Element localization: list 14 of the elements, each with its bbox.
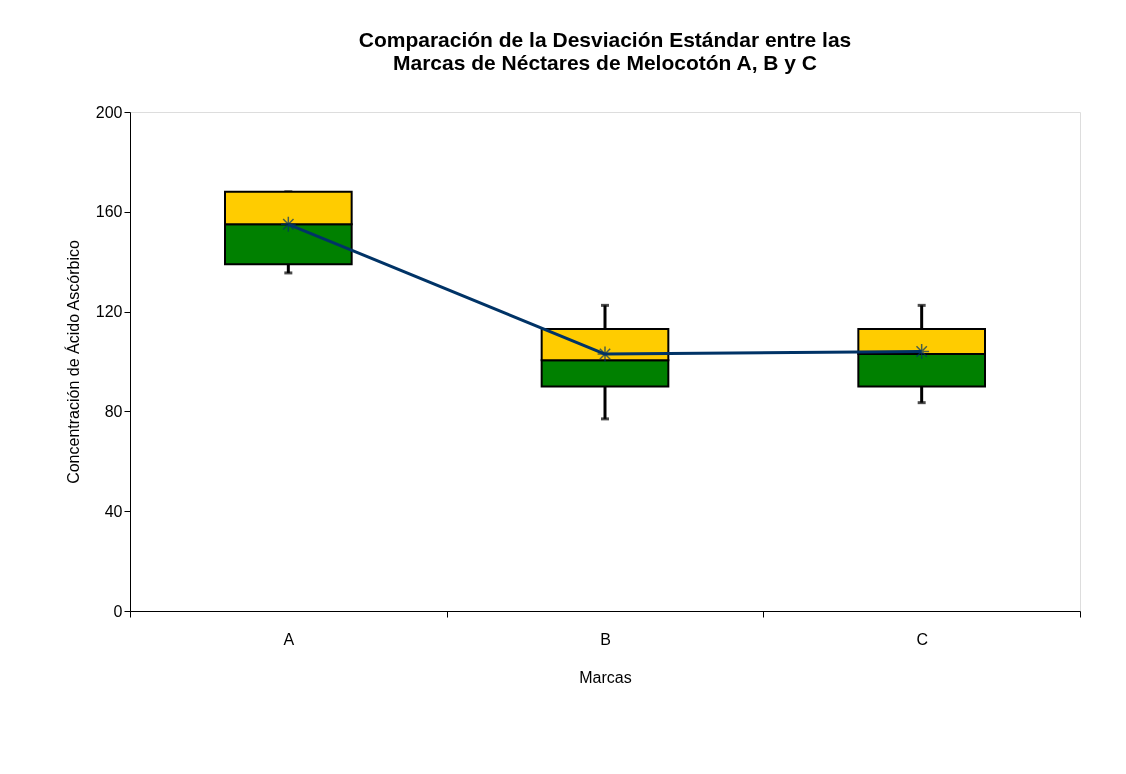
y-tick-label: 0 [113, 602, 123, 620]
y-tick-label: 160 [95, 203, 123, 221]
x-axis-title: Marcas [579, 668, 632, 686]
y-tick-label: 80 [104, 402, 123, 420]
x-tick-label: C [916, 630, 928, 648]
x-tick-label: A [283, 630, 295, 648]
y-tick-label: 200 [95, 103, 123, 121]
point [280, 216, 297, 233]
y-tick-label: 120 [95, 303, 123, 321]
y-tick-label: 40 [104, 502, 123, 520]
x-tick-label: B [600, 630, 611, 648]
y-axis-title: Concentración de Ácido Ascórbico [63, 240, 82, 484]
text: Comparación de la Desviación Estándar entre las [358, 28, 852, 51]
text: Marcas de Néctares de Melocotón A, B y C [392, 51, 818, 74]
